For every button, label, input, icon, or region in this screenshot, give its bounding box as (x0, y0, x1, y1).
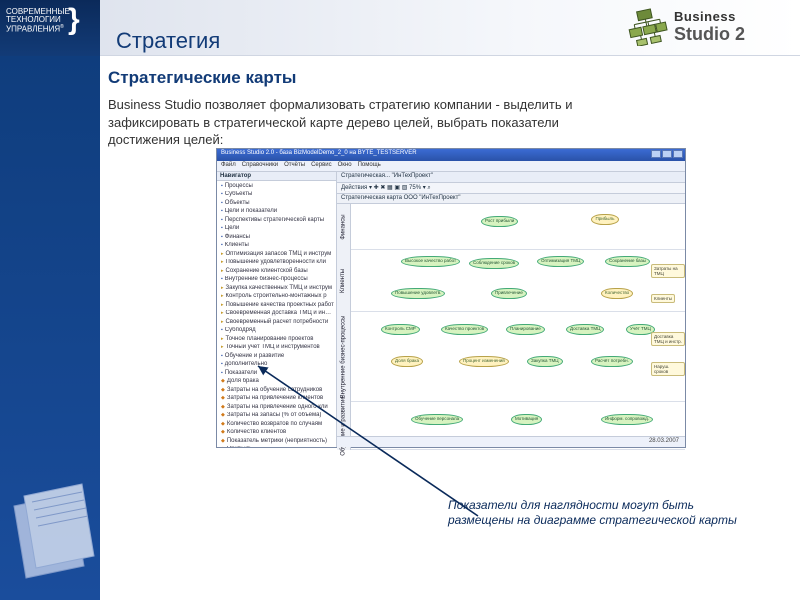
subtitle: Стратегические карты (108, 68, 784, 88)
goal-node[interactable]: Информ. сопровожд. (601, 414, 653, 425)
goal-node[interactable]: Контроль СМР (381, 324, 420, 335)
goal-node[interactable]: Прибыль (591, 214, 619, 225)
tree-item[interactable]: Субподряд (219, 327, 334, 336)
product-logo-text: Business Studio 2 (674, 9, 745, 45)
menu-item[interactable]: Отчёты (284, 162, 305, 168)
tree-item[interactable]: Закупка качественных ТМЦ и инструм (219, 284, 334, 293)
canvas-toolbar: Действия ▾ ✚ ✖ ▦ ▣ ▧ 75% ▾ ⌕ (337, 183, 685, 194)
menu-item[interactable]: Сервис (311, 162, 332, 168)
page-title: Стратегия (116, 28, 220, 54)
tree-item[interactable]: Своевременный расчет потребности (219, 318, 334, 327)
tree-item[interactable]: Внутренние бизнес-процессы (219, 276, 334, 285)
maximize-icon (662, 150, 672, 158)
content-area: Стратегические карты Business Studio поз… (108, 68, 784, 584)
orgchart-icon (626, 8, 668, 46)
close-icon (673, 150, 683, 158)
goal-node[interactable]: Повышение удовлетв. (391, 288, 445, 299)
tree-item[interactable]: Субъекты (219, 191, 334, 200)
swimlane-label: Финансы (337, 204, 351, 250)
window-buttons (651, 150, 683, 158)
navigator-title: Навигатор (217, 172, 336, 181)
left-band (0, 56, 100, 600)
document-tab: Стратегическая... "ИнТехПроект" (337, 172, 685, 183)
indicator-card[interactable]: Наруш. сроков (651, 362, 685, 376)
tree-item[interactable]: Повышение качества проектных работ (219, 301, 334, 310)
goal-node[interactable]: Высокое качество работ (401, 256, 460, 267)
papers-icon (4, 476, 96, 586)
header-bar: СОВРЕМЕННЫЕ ТЕХНОЛОГИИ УПРАВЛЕНИЯ® } (0, 0, 800, 56)
indicator-card[interactable]: Доставка ТМЦ и инстр. (651, 332, 685, 346)
tree-item[interactable]: Перспективы стратегической карты (219, 216, 334, 225)
tree-item[interactable]: Контроль строительно-монтажных р (219, 293, 334, 302)
goal-node[interactable]: Доставка ТМЦ (566, 324, 604, 335)
goal-node[interactable]: Привлечение (491, 288, 527, 299)
tree-item[interactable]: Повышение удовлетворенности кли (219, 259, 334, 268)
indicator-card[interactable]: Затраты на ТМЦ (651, 264, 685, 278)
tree-item[interactable]: Клиенты (219, 242, 334, 251)
product-logo: Business Studio 2 (626, 4, 786, 50)
goal-node[interactable]: Соблюдение сроков (469, 258, 519, 269)
brand-brace-icon: } (68, 4, 80, 36)
goal-node[interactable]: Расчёт потребн. (591, 356, 633, 367)
tree-item[interactable]: Цели и показатели (219, 208, 334, 217)
tree-item[interactable]: Оптимизация запасов ТМЦ и инструм (219, 250, 334, 259)
goal-node[interactable]: Закупка ТМЦ (527, 356, 563, 367)
tree-item[interactable]: Точный учет ТМЦ и инструментов (219, 344, 334, 353)
brand-line3: УПРАВЛЕНИЯ® (6, 25, 70, 34)
goal-node[interactable]: Оптимизация ТМЦ (537, 256, 584, 267)
callout-text: Показатели для наглядности могут быть ра… (448, 498, 758, 528)
indicator-card[interactable]: Клиенты (651, 294, 675, 303)
window-titlebar: Business Studio 2.0 - база BizModelDemo_… (217, 149, 685, 161)
menu-bar: Файл Справочники Отчёты Сервис Окно Помощь (217, 161, 685, 172)
status-date: 28.03.2007 (649, 438, 679, 444)
slide-root: СОВРЕМЕННЫЕ ТЕХНОЛОГИИ УПРАВЛЕНИЯ® } (0, 0, 800, 600)
goal-node[interactable]: Качество проектов (441, 324, 488, 335)
tree-item[interactable]: Финансы (219, 233, 334, 242)
goal-node[interactable]: Сохранение базы (605, 256, 650, 267)
goal-node[interactable]: Планирование (506, 324, 545, 335)
swimlane-band (351, 204, 685, 250)
goal-node[interactable]: Мотивация (511, 414, 542, 425)
tree-item[interactable]: Сохранение клиентской базы (219, 267, 334, 276)
tree-item[interactable]: Объекты (219, 199, 334, 208)
goal-node[interactable]: Количество (601, 288, 633, 299)
logo-line1: Business (674, 9, 745, 24)
goal-node[interactable]: Рост прибыли (481, 216, 518, 227)
minimize-icon (651, 150, 661, 158)
logo-line2: Studio 2 (674, 24, 745, 45)
window-title: Business Studio 2.0 - база BizModelDemo_… (221, 150, 417, 156)
menu-item[interactable]: Помощь (358, 162, 381, 168)
tree-item[interactable]: Точное планирование проектов (219, 335, 334, 344)
swimlane-label: Клиенты (337, 250, 351, 312)
canvas-title: Стратегическая карта ООО "ИнТехПроект" (337, 194, 685, 204)
tree-item[interactable]: Процессы (219, 182, 334, 191)
tree-item[interactable]: Цели (219, 225, 334, 234)
menu-item[interactable]: Окно (338, 162, 352, 168)
company-brand: СОВРЕМЕННЫЕ ТЕХНОЛОГИИ УПРАВЛЕНИЯ® } (6, 8, 70, 34)
brand-strip: СОВРЕМЕННЫЕ ТЕХНОЛОГИИ УПРАВЛЕНИЯ® } (0, 0, 100, 56)
tree-item[interactable]: Своевременная доставка ТМЦ и инстр (219, 310, 334, 319)
menu-item[interactable]: Файл (221, 162, 236, 168)
menu-item[interactable]: Справочники (242, 162, 278, 168)
description: Business Studio позволяет формализовать … (108, 96, 578, 149)
